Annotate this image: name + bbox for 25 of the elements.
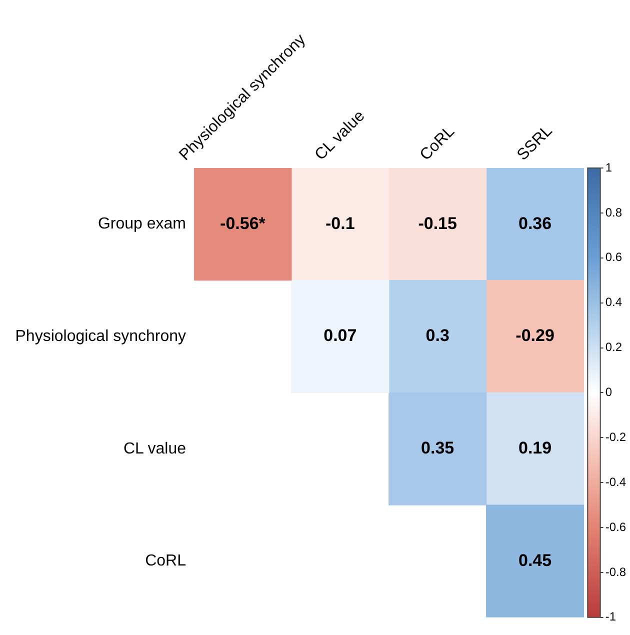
data-label: 0.35 [421, 438, 454, 458]
y-tick-label: CoRL [145, 552, 186, 570]
color-bar-label: -1 [605, 610, 616, 624]
color-bar-label: 0.8 [605, 205, 622, 220]
color-bar-label: 0.2 [605, 340, 622, 354]
data-label: 0.3 [426, 326, 450, 346]
color-bar-label: 0 [605, 385, 612, 400]
color-bar-label: 0.4 [605, 295, 622, 310]
y-tick-label: Physiological synchrony [15, 328, 186, 345]
data-label: 0.19 [518, 438, 552, 458]
y-tick-label: Group exam [98, 216, 186, 233]
data-label: -0.15 [418, 214, 457, 233]
color-bar-label: -0.2 [605, 430, 626, 444]
data-label: -0.29 [516, 326, 554, 346]
y-tick-label: CL value [123, 440, 186, 458]
color-bar-label: -0.6 [605, 520, 626, 534]
data-label: -0.56* [220, 214, 266, 233]
color-bar-label: 1 [605, 160, 612, 174]
data-label: 0.36 [518, 214, 552, 233]
data-label: 0.07 [324, 326, 357, 346]
color-bar-label: 0.6 [605, 250, 622, 264]
color-bar-label: -0.8 [605, 564, 626, 579]
color-bar-label: -0.4 [605, 474, 626, 489]
data-label: 0.45 [518, 550, 552, 570]
data-label: -0.1 [326, 214, 355, 233]
